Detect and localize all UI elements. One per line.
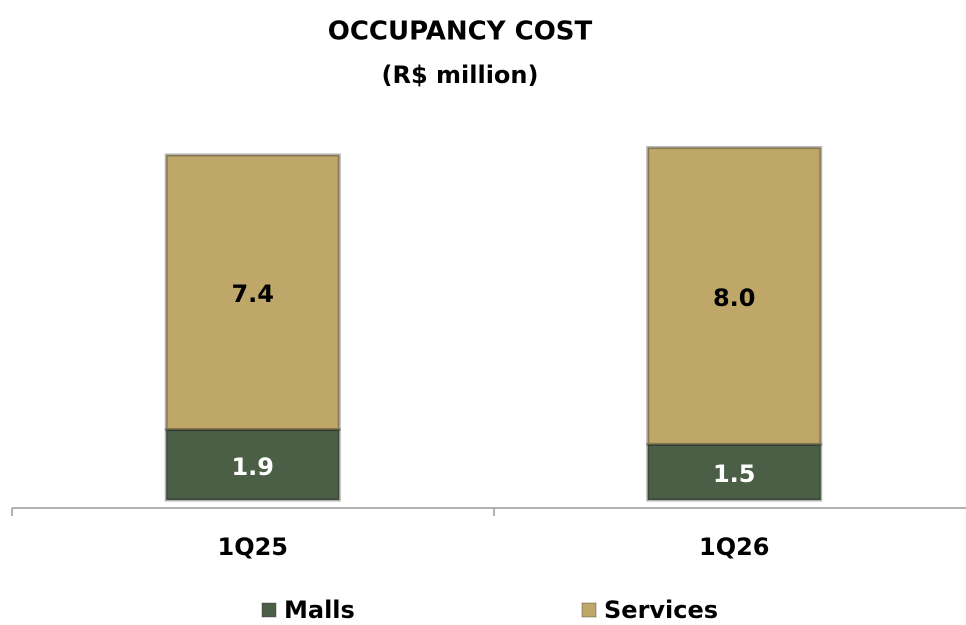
legend-label: Malls [284,596,355,624]
bar-segment [164,428,341,502]
bar-segment [646,442,823,502]
data-label: 1.5 [713,460,756,488]
legend-label: Services [604,596,718,624]
chart-title: OCCUPANCY COST [328,17,593,47]
data-label: 1.9 [231,453,274,481]
data-label: 8.0 [713,284,756,312]
legend-swatch [581,602,597,618]
data-label: 7.4 [231,280,274,308]
bar-segment [164,153,341,432]
bar-segment [646,146,823,446]
legend-swatch [261,602,277,618]
x-tick-label: 1Q26 [699,533,770,561]
chart-subtitle: (R$ million) [382,61,539,89]
x-tick-label: 1Q25 [218,533,289,561]
